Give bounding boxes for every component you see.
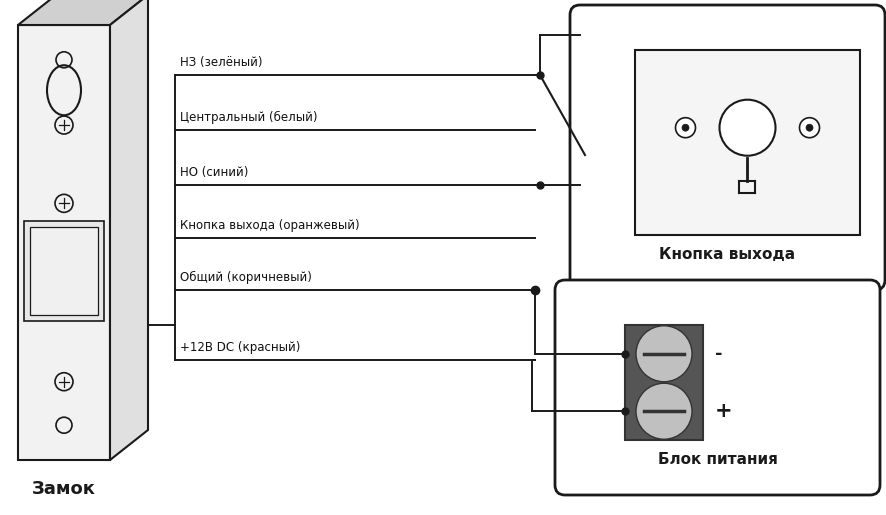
Text: +: + <box>714 401 732 421</box>
Text: Кнопка выхода (оранжевый): Кнопка выхода (оранжевый) <box>180 219 359 232</box>
Circle shape <box>805 124 812 131</box>
Text: -: - <box>714 345 722 363</box>
Text: Блок питания: Блок питания <box>657 452 776 467</box>
Text: Центральный (белый): Центральный (белый) <box>180 111 317 124</box>
Text: НЗ (зелёный): НЗ (зелёный) <box>180 56 262 69</box>
Text: Замок: Замок <box>32 480 96 498</box>
Text: Общий (коричневый): Общий (коричневый) <box>180 271 312 284</box>
Text: НО (синий): НО (синий) <box>180 166 248 179</box>
Bar <box>634 50 859 235</box>
FancyBboxPatch shape <box>570 5 884 290</box>
Circle shape <box>798 118 819 138</box>
Circle shape <box>681 124 688 131</box>
Polygon shape <box>18 25 110 460</box>
Bar <box>24 221 104 321</box>
Circle shape <box>635 326 691 382</box>
Bar <box>625 325 703 440</box>
Bar <box>30 227 97 315</box>
Circle shape <box>719 100 774 156</box>
Text: +12В DC (красный): +12В DC (красный) <box>180 341 300 354</box>
FancyBboxPatch shape <box>555 280 879 495</box>
Circle shape <box>675 118 695 138</box>
Polygon shape <box>110 0 148 460</box>
Polygon shape <box>18 0 148 25</box>
Text: Кнопка выхода: Кнопка выхода <box>658 247 795 262</box>
Circle shape <box>635 383 691 439</box>
